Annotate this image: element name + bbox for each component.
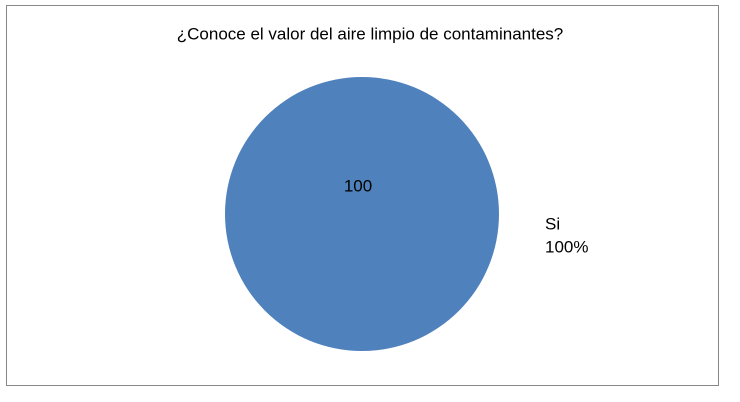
chart-title: ¿Conoce el valor del aire limpio de cont…	[177, 24, 563, 43]
percent-label: 100%	[545, 237, 588, 256]
data-label: 100	[344, 176, 372, 195]
category-label: Si	[545, 214, 560, 233]
pie-slice	[225, 77, 499, 351]
